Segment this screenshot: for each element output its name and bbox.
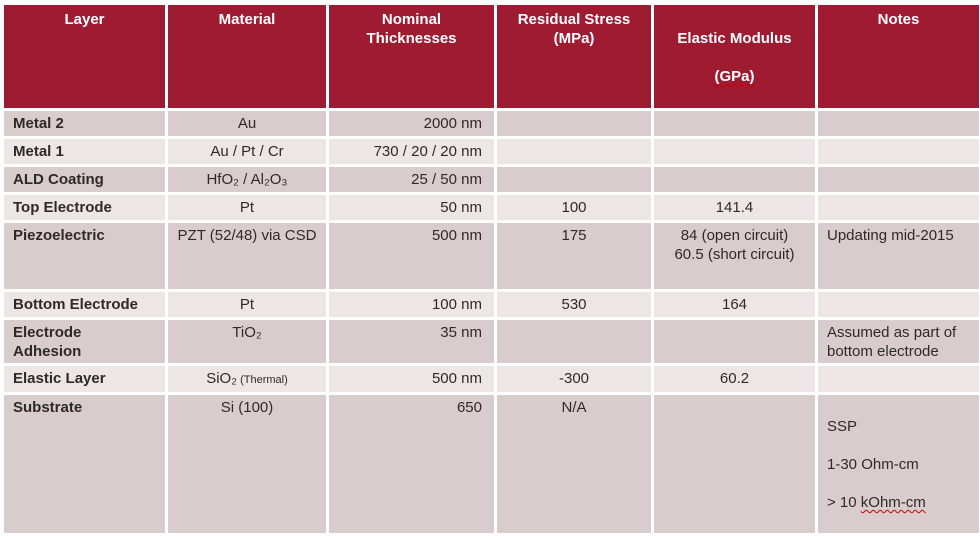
table-row-top-electrode: Top Electrode Pt 50 nm 100 141.4: [3, 194, 980, 222]
cell-thickness: 500 nm: [328, 222, 496, 291]
cell-thickness: 500 nm: [328, 365, 496, 394]
cell-layer: Bottom Electrode: [3, 291, 167, 319]
cell-stress: [496, 319, 653, 365]
table-row-piezoelectric: Piezoelectric PZT (52/48) via CSD 500 nm…: [3, 222, 980, 291]
cell-stress: 175: [496, 222, 653, 291]
column-header-nominal-thicknesses: Nominal Thicknesses: [328, 4, 496, 110]
cell-material: PZT (52/48) via CSD: [167, 222, 328, 291]
cell-notes: Assumed as part of bottom electrode: [817, 319, 980, 365]
cell-stress: [496, 166, 653, 194]
cell-thickness: 35 nm: [328, 319, 496, 365]
table-row-metal-1: Metal 1 Au / Pt / Cr 730 / 20 / 20 nm: [3, 138, 980, 166]
column-header-material: Material: [167, 4, 328, 110]
cell-notes: [817, 138, 980, 166]
cell-thickness: 25 / 50 nm: [328, 166, 496, 194]
cell-layer: Metal 2: [3, 110, 167, 138]
cell-thickness: 50 nm: [328, 194, 496, 222]
cell-notes: [817, 166, 980, 194]
cell-modulus: [653, 166, 817, 194]
cell-modulus: [653, 110, 817, 138]
cell-layer: Elastic Layer: [3, 365, 167, 394]
cell-thickness: 2000 nm: [328, 110, 496, 138]
cell-material: Pt: [167, 291, 328, 319]
substrate-note-line: SSP: [827, 417, 973, 436]
cell-thickness: 100 nm: [328, 291, 496, 319]
cell-notes: SSP 1-30 Ohm-cm > 10 kOhm-cm: [817, 394, 980, 535]
table-row-elastic-layer: Elastic Layer SiO₂ (Thermal) 500 nm -300…: [3, 365, 980, 394]
cell-material: Si (100): [167, 394, 328, 535]
material-name: SiO₂: [206, 370, 237, 387]
substrate-note-line: > 10 kOhm-cm: [827, 493, 973, 512]
cell-layer: Metal 1: [3, 138, 167, 166]
cell-stress: [496, 110, 653, 138]
cell-material: Pt: [167, 194, 328, 222]
cell-modulus: [653, 394, 817, 535]
cell-thickness: 650: [328, 394, 496, 535]
material-process-note: (Thermal): [237, 374, 288, 386]
cell-notes: [817, 194, 980, 222]
column-header-residual-stress: Residual Stress (MPa): [496, 4, 653, 110]
cell-stress: [496, 138, 653, 166]
table-row-electrode-adhesion: Electrode Adhesion TiO₂ 35 nm Assumed as…: [3, 319, 980, 365]
table-row-metal-2: Metal 2 Au 2000 nm: [3, 110, 980, 138]
cell-modulus: [653, 319, 817, 365]
cell-layer: Electrode Adhesion: [3, 319, 167, 365]
cell-modulus: 60.2: [653, 365, 817, 394]
cell-material: TiO₂: [167, 319, 328, 365]
cell-layer: ALD Coating: [3, 166, 167, 194]
table-row-bottom-electrode: Bottom Electrode Pt 100 nm 530 164: [3, 291, 980, 319]
cell-stress: N/A: [496, 394, 653, 535]
cell-notes: [817, 365, 980, 394]
cell-stress: 100: [496, 194, 653, 222]
cell-notes: [817, 110, 980, 138]
elastic-modulus-label: Elastic Modulus: [658, 29, 811, 48]
table-row-substrate: Substrate Si (100) 650 N/A SSP 1-30 Ohm-…: [3, 394, 980, 535]
substrate-note-misspelled: kOhm-cm: [861, 494, 926, 511]
cell-thickness: 730 / 20 / 20 nm: [328, 138, 496, 166]
cell-modulus: 164: [653, 291, 817, 319]
cell-layer: Piezoelectric: [3, 222, 167, 291]
column-header-layer: Layer: [3, 4, 167, 110]
table-row-ald-coating: ALD Coating HfO₂ / Al₂O₃ 25 / 50 nm: [3, 166, 980, 194]
cell-modulus: [653, 138, 817, 166]
cell-layer: Top Electrode: [3, 194, 167, 222]
column-header-elastic-modulus: Elastic Modulus (GPa): [653, 4, 817, 110]
cell-material: Au / Pt / Cr: [167, 138, 328, 166]
cell-material: SiO₂ (Thermal): [167, 365, 328, 394]
cell-material: Au: [167, 110, 328, 138]
cell-layer: Substrate: [3, 394, 167, 535]
cell-material: HfO₂ / Al₂O₃: [167, 166, 328, 194]
header-row: Layer Material Nominal Thicknesses Resid…: [3, 4, 980, 110]
elastic-modulus-unit-misspelled: (GPa): [658, 67, 811, 86]
cell-stress: -300: [496, 365, 653, 394]
cell-notes: [817, 291, 980, 319]
column-header-notes: Notes: [817, 4, 980, 110]
cell-modulus: 84 (open circuit) 60.5 (short circuit): [653, 222, 817, 291]
cell-stress: 530: [496, 291, 653, 319]
cell-notes: Updating mid-2015: [817, 222, 980, 291]
cell-modulus: 141.4: [653, 194, 817, 222]
substrate-note-line: 1-30 Ohm-cm: [827, 455, 973, 474]
